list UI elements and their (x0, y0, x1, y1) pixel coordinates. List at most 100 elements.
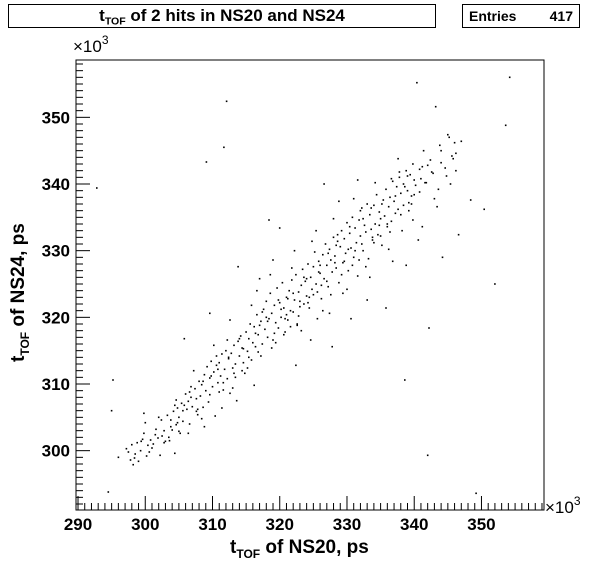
data-point (178, 416, 180, 419)
data-point (356, 275, 359, 277)
data-point (308, 307, 311, 309)
data-point (365, 265, 367, 268)
data-point (348, 225, 351, 228)
data-point (147, 444, 149, 447)
data-point (277, 299, 280, 301)
data-point (324, 243, 327, 245)
data-point (366, 203, 368, 205)
data-point (344, 252, 347, 255)
data-point (132, 463, 134, 466)
data-point (377, 233, 379, 236)
data-point (159, 454, 161, 457)
data-point (273, 304, 276, 307)
data-point (253, 384, 255, 387)
data-point (393, 200, 395, 203)
data-point (331, 345, 333, 348)
y-axis-label: tTOF of NS24, ps (8, 223, 32, 362)
data-point (133, 457, 136, 459)
data-point (168, 436, 170, 439)
data-point (381, 203, 383, 205)
data-point (205, 161, 208, 163)
data-point (221, 407, 223, 409)
y-tick-label: 310 (42, 375, 70, 394)
data-point (370, 228, 372, 231)
entries-label: Entries (469, 8, 517, 24)
data-point (268, 219, 270, 221)
data-point (303, 303, 305, 305)
data-point (231, 367, 234, 369)
data-point (343, 237, 346, 240)
data-point (257, 351, 259, 353)
data-point (328, 312, 331, 315)
data-point (307, 263, 309, 265)
data-point (317, 260, 320, 263)
data-point (381, 244, 383, 247)
data-point (361, 207, 363, 209)
data-point (190, 385, 192, 388)
data-point (283, 333, 285, 336)
data-point (334, 255, 336, 257)
data-point (225, 349, 227, 352)
y-tick-label: 300 (42, 442, 70, 461)
data-point (395, 185, 398, 188)
data-point (460, 140, 463, 143)
data-point (222, 381, 225, 384)
data-point (354, 227, 356, 229)
data-point (229, 319, 231, 321)
data-point (347, 248, 350, 251)
data-point (398, 176, 401, 179)
y-tick-label: 320 (42, 308, 70, 327)
data-point (338, 200, 340, 203)
data-point (249, 323, 251, 325)
data-point (281, 281, 284, 284)
data-point (241, 369, 243, 372)
data-point (475, 492, 477, 495)
data-point (254, 332, 257, 335)
data-point (439, 144, 441, 147)
data-point (332, 236, 335, 239)
data-point (246, 367, 249, 369)
data-point (440, 149, 442, 152)
data-point (483, 208, 485, 211)
data-point (144, 421, 147, 424)
data-point (362, 217, 364, 220)
data-point (300, 329, 303, 332)
data-point (400, 213, 402, 216)
data-point (187, 432, 190, 435)
data-point (143, 412, 145, 415)
data-point (179, 432, 181, 435)
data-point (195, 410, 198, 413)
data-point (305, 295, 308, 297)
x-tick-label: 330 (333, 515, 361, 534)
data-point (397, 157, 399, 160)
data-point (278, 227, 281, 229)
data-point (391, 180, 394, 183)
data-point (291, 279, 293, 281)
data-point (405, 169, 407, 172)
data-point (237, 265, 239, 268)
data-point (328, 248, 331, 251)
data-point (278, 301, 281, 304)
data-point (322, 309, 324, 312)
data-point (157, 416, 160, 419)
data-point (157, 437, 159, 439)
x-tick-label: 340 (400, 515, 428, 534)
histogram-title-box: tTOF of 2 hits in NS20 and NS24 (8, 4, 436, 28)
data-point (374, 223, 376, 225)
data-point (375, 193, 378, 196)
data-point (284, 317, 286, 320)
data-point (379, 217, 382, 220)
data-point (428, 327, 430, 329)
data-point (129, 459, 132, 461)
data-point (242, 361, 245, 364)
data-point (370, 207, 372, 209)
data-point (238, 355, 241, 357)
data-point (233, 372, 235, 375)
data-point (176, 421, 179, 424)
data-point (245, 331, 247, 333)
data-point (186, 408, 188, 411)
data-point (293, 299, 296, 301)
data-point (369, 213, 371, 216)
data-point (389, 231, 391, 233)
data-point (170, 419, 172, 421)
